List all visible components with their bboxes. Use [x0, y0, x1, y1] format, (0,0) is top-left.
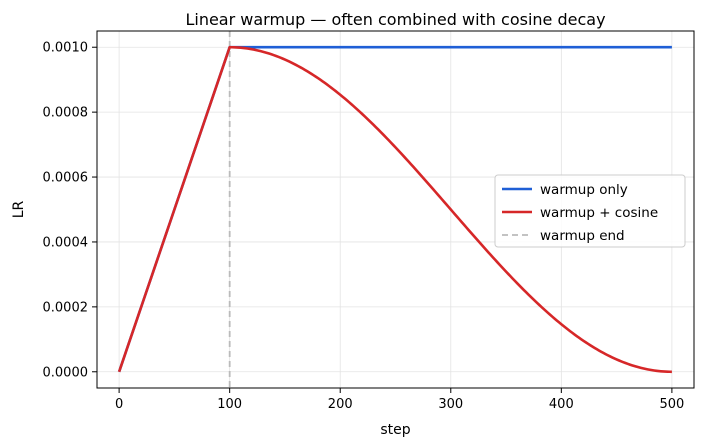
y-tick-label: 0.0008 — [43, 106, 89, 121]
x-tick-label: 200 — [328, 397, 353, 412]
y-tick-label: 0.0010 — [43, 41, 89, 56]
series-layer — [117, 31, 672, 388]
y-axis-label: LR — [11, 200, 27, 218]
plot-frame — [96, 30, 695, 389]
x-tick-label: 300 — [438, 397, 463, 412]
ticks-layer: 0 100 200 300 400 500 0.0000 0.0002 0.0004 0.0006… — [43, 41, 685, 412]
x-axis-label: step — [380, 422, 410, 438]
x-tick-label: 0 — [115, 397, 123, 412]
y-tick-label: 0.0006 — [43, 171, 89, 186]
series-warmup-cosine-line — [117, 45, 672, 374]
legend: warmup only warmup + cosine warmup end — [494, 174, 686, 248]
y-tick-label: 0.0000 — [43, 365, 89, 380]
y-tick-label: 0.0002 — [43, 300, 89, 315]
legend-label: warmup only — [540, 182, 628, 198]
legend-label: warmup end — [540, 228, 625, 244]
legend-box — [494, 174, 686, 248]
chart-title: Linear warmup — often combined with cosi… — [185, 10, 605, 29]
y-tick-label: 0.0004 — [43, 235, 89, 250]
legend-label: warmup + cosine — [540, 205, 658, 221]
x-tick-label: 400 — [549, 397, 574, 412]
x-tick-label: 100 — [217, 397, 242, 412]
x-tick-label: 500 — [659, 397, 684, 412]
